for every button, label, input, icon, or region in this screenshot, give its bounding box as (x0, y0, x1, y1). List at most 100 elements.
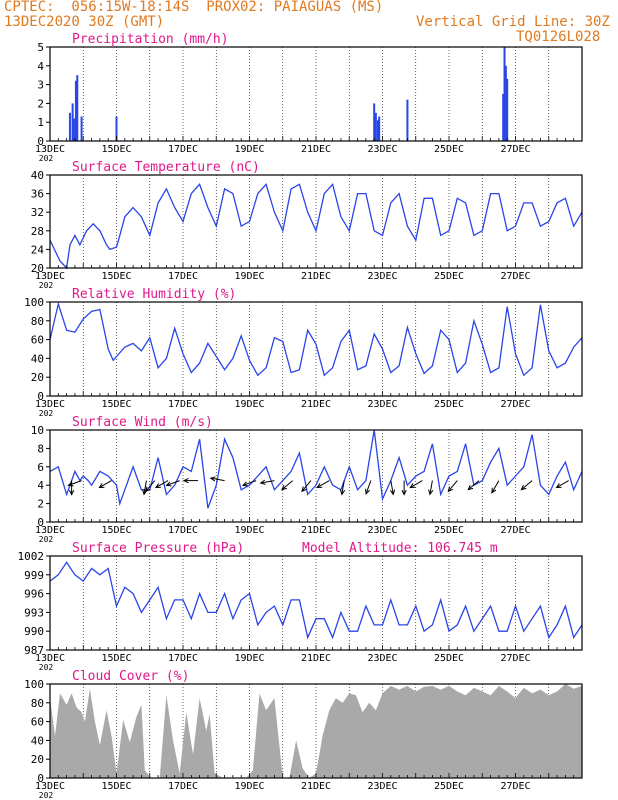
y-tick-label: 80 (31, 315, 44, 328)
y-tick-label: 100 (24, 678, 44, 691)
y-tick-label: 40 (31, 352, 44, 365)
wind-arrow-head (401, 489, 407, 496)
y-tick-label: 32 (31, 206, 44, 219)
wind-arrow (242, 480, 257, 486)
y-tick-label: 20 (31, 262, 44, 275)
x-tick-label: 17DEC (168, 653, 198, 664)
wind-arrow (521, 480, 533, 490)
y-tick-label: 999 (24, 569, 44, 582)
y-tick-label: 993 (24, 606, 44, 619)
panel-title: Relative Humidity (%) (72, 287, 236, 302)
wind-arrow (447, 480, 458, 492)
date-header: 13DEC2020 30Z (GMT) (4, 14, 165, 30)
x-tick-label: 13DEC (35, 525, 65, 536)
y-tick-label: 4 (37, 479, 44, 492)
precip-bar (80, 116, 83, 141)
x-tick-label: 13DEC (35, 399, 65, 410)
wind-arrow (365, 480, 372, 494)
panel-title: Surface Temperature (nC) (72, 160, 260, 175)
y-tick-label: 2 (37, 97, 44, 110)
panel-title: Cloud Cover (%) (72, 669, 189, 684)
precip-bar (115, 116, 118, 141)
wind-arrow-head (365, 488, 371, 495)
wind-arrow (155, 480, 169, 489)
wind-arrow (281, 480, 294, 490)
x-tick-label: 27DEC (500, 399, 530, 410)
x-tick-label: 21DEC (301, 525, 331, 536)
wind-arrow-head (67, 481, 74, 487)
wind-arrow-head (520, 484, 527, 491)
x-tick-label: 27DEC (500, 781, 530, 792)
y-tick-label: 1002 (18, 550, 45, 563)
grid-note: Vertical Grid Line: 30Z (416, 14, 610, 30)
x-tick-label: 17DEC (168, 399, 198, 410)
x-tick-label: 19DEC (234, 144, 264, 155)
wind-arrow-head (316, 483, 323, 489)
x-tick-label: 23DEC (367, 271, 397, 282)
wind-arrow-head (182, 477, 189, 484)
wind-arrow-head (467, 484, 474, 491)
wind-arrow-head (301, 486, 307, 493)
y-tick-label: 0 (37, 516, 44, 529)
x-year-label: 202 (39, 535, 54, 544)
wind-arrow-head (389, 489, 396, 496)
x-tick-label: 21DEC (301, 144, 331, 155)
precip-bar (76, 75, 79, 141)
y-tick-label: 987 (24, 644, 44, 657)
y-tick-label: 36 (31, 188, 44, 201)
location-header: CPTEC: 056:15W-18:14S PROX02: PAIAGUAS (… (4, 0, 384, 15)
y-tick-label: 996 (24, 588, 44, 601)
y-tick-label: 4 (37, 60, 44, 73)
x-tick-label: 17DEC (168, 525, 198, 536)
wind-arrow-head (209, 476, 216, 482)
precip-bar (374, 112, 377, 141)
wind-arrow (556, 480, 569, 489)
y-tick-label: 3 (37, 79, 44, 92)
wind-arrow-head (68, 489, 75, 496)
x-tick-label: 27DEC (500, 525, 530, 536)
panel-3 (46, 429, 583, 523)
panel-0 (46, 46, 583, 142)
wind-arrow (467, 480, 480, 490)
x-year-label: 202 (39, 409, 54, 418)
x-tick-label: 25DEC (434, 653, 464, 664)
y-tick-label: 990 (24, 625, 44, 638)
x-tick-label: 23DEC (367, 525, 397, 536)
panel-subtitle: Model Altitude: 106.745 m (302, 541, 498, 556)
y-tick-label: 0 (37, 390, 44, 403)
wind-arrow (166, 480, 180, 486)
panel-title: Surface Pressure (hPa) (72, 541, 244, 556)
x-tick-label: 23DEC (367, 653, 397, 664)
wind-arrow-head (555, 483, 562, 489)
x-tick-label: 23DEC (367, 399, 397, 410)
wind-arrow (301, 480, 312, 492)
x-tick-label: 25DEC (434, 781, 464, 792)
x-tick-label: 13DEC (35, 781, 65, 792)
y-tick-label: 40 (31, 734, 44, 747)
x-tick-label: 25DEC (434, 144, 464, 155)
wind-arrow-head (165, 481, 172, 487)
precip-bar (504, 65, 507, 141)
panel-1 (46, 174, 583, 270)
x-tick-label: 19DEC (234, 781, 264, 792)
x-tick-label: 21DEC (301, 271, 331, 282)
x-tick-label: 15DEC (101, 271, 131, 282)
y-tick-label: 28 (31, 225, 44, 238)
wind-arrow (260, 480, 275, 484)
y-tick-label: 2 (37, 498, 44, 511)
x-tick-label: 15DEC (101, 399, 131, 410)
precip-bar (373, 103, 376, 141)
y-tick-label: 0 (37, 772, 44, 785)
precip-bar (72, 118, 75, 141)
wind-arrow (410, 480, 423, 489)
x-tick-label: 19DEC (234, 271, 264, 282)
x-tick-label: 19DEC (234, 525, 264, 536)
x-tick-label: 25DEC (434, 271, 464, 282)
x-tick-label: 21DEC (301, 781, 331, 792)
y-tick-label: 60 (31, 716, 44, 729)
wind-arrow-head (281, 484, 287, 491)
series-line (49, 561, 583, 640)
y-tick-label: 100 (24, 296, 44, 309)
y-tick-label: 10 (31, 424, 44, 437)
